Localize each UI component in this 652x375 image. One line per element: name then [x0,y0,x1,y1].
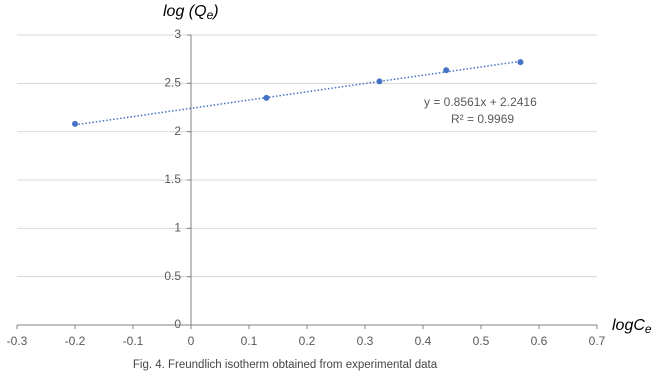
y-tick-label: 0.5 [164,269,181,283]
x-tick-label: 0.5 [473,334,490,348]
y-title-main: log (Q [163,3,207,20]
data-point [72,120,78,127]
y-tick-label: 1.5 [164,172,181,186]
data-point [517,59,524,66]
y-tick-label: 0 [174,317,181,331]
x-tick-label: 0.1 [241,334,258,348]
x-tick-label: 0.6 [531,334,548,348]
x-axis-title: logCe [612,317,652,336]
x-tick-label: 0.4 [415,334,432,348]
x-tick-label: 0.2 [299,334,316,348]
data-point [263,94,270,101]
x-tick-label: 0 [188,334,195,348]
y-tick-label: 2 [174,124,181,138]
x-title-main: logC [612,317,645,334]
x-tick-label: -0.3 [7,334,28,348]
y-tick-label: 3 [174,27,181,41]
y-tick-label: 2.5 [164,76,181,90]
y-title-sub: e [207,8,214,22]
trendline-equation: y = 0.8561x + 2.2416 [424,95,537,109]
caption: Fig. 4. Freundlich isotherm obtained fro… [133,359,438,371]
y-title-tail: ) [211,3,218,20]
x-tick-label: -0.1 [123,334,144,348]
y-tick-label: 1 [174,221,181,235]
y-axis-title: log (Qe) [163,3,219,22]
x-tick-label: 0.3 [357,334,374,348]
x-tick-label: -0.2 [65,334,86,348]
x-tick-label: 0.7 [589,334,606,348]
trendline-r2: R² = 0.9969 [451,112,514,126]
x-title-sub: e [645,322,652,336]
data-point [443,67,450,74]
data-point [376,78,383,85]
